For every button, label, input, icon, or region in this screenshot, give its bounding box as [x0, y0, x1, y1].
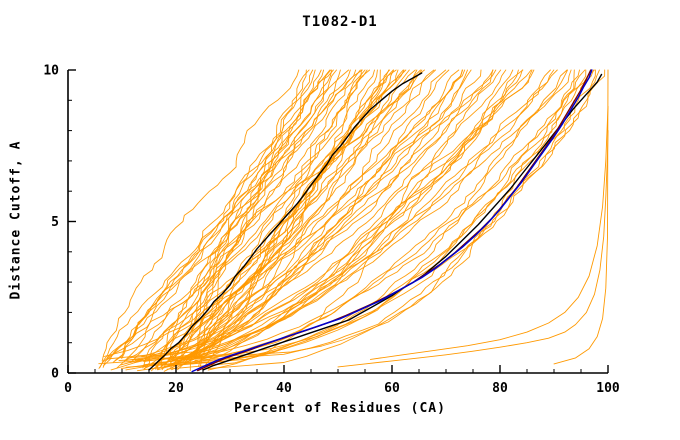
highlight-curves: [148, 69, 603, 373]
ensemble-curve: [205, 69, 378, 365]
ensemble-curve: [186, 69, 362, 360]
ensemble-curve: [177, 69, 435, 363]
ensemble-curve: [150, 69, 366, 372]
ensemble-curve: [195, 69, 381, 358]
ensemble-curve: [103, 69, 357, 367]
ensemble-curve: [157, 69, 447, 362]
x-tick-label: 100: [596, 381, 620, 396]
best-model-blue: [191, 69, 593, 373]
reference-darkred: [196, 69, 592, 372]
ensemble-curve: [189, 69, 316, 372]
ensemble-curve: [116, 69, 351, 369]
ensemble-curve: [163, 69, 425, 372]
ensemble-curve: [118, 69, 606, 361]
ensemble-curve: [152, 69, 580, 364]
ensemble-curve: [143, 69, 532, 366]
ensemble-curve: [170, 69, 482, 365]
ensemble-curve: [157, 69, 468, 371]
ensemble-curve: [136, 69, 523, 372]
ensemble-curve: [171, 69, 450, 371]
ensemble-curve: [110, 69, 464, 371]
x-tick-label: 40: [276, 381, 292, 396]
ensemble-curve: [165, 69, 524, 367]
y-tick-label: 10: [43, 64, 59, 79]
ensemble-curve: [124, 69, 418, 361]
x-tick-label: 60: [384, 381, 400, 396]
ensemble-outlier-2: [369, 105, 609, 360]
ensemble-curve: [98, 69, 397, 369]
ensemble-curves: [98, 69, 609, 372]
ensemble-curve: [160, 69, 575, 365]
x-tick-label: 0: [64, 381, 72, 396]
ensemble-curve: [162, 69, 436, 367]
model-1-black: [148, 72, 423, 371]
ensemble-curve: [130, 69, 371, 363]
y-tick-label: 5: [51, 215, 59, 230]
ensemble-curve: [125, 69, 519, 371]
ensemble-curve: [132, 69, 497, 364]
ensemble-curve: [106, 69, 555, 360]
ensemble-curve: [168, 69, 310, 368]
chart-title: T1082-D1: [302, 14, 378, 30]
y-tick-label: 0: [51, 367, 59, 382]
ensemble-curve: [183, 69, 460, 364]
ensemble-curve: [166, 69, 568, 370]
axes: 0 20 40 60 80 100 0 5 10: [43, 64, 620, 397]
ensemble-curve: [143, 69, 423, 370]
ensemble-curve: [99, 69, 334, 368]
ensemble-curve: [161, 69, 307, 371]
ensemble-outlier-1: [337, 130, 609, 368]
ensemble-curve: [141, 69, 472, 358]
ensemble-curve: [194, 69, 595, 361]
x-axis-label: Percent of Residues (CA): [234, 401, 446, 416]
x-tick-label: 80: [492, 381, 508, 396]
ensemble-curve: [102, 69, 363, 368]
x-tick-label: 20: [168, 381, 184, 396]
ensemble-curve: [177, 69, 421, 371]
ensemble-curve: [101, 69, 300, 362]
ensemble-curve: [142, 69, 368, 369]
ensemble-curve: [193, 69, 596, 359]
ensemble-outlier-3: [553, 69, 609, 365]
ensemble-curve: [170, 69, 332, 368]
ensemble-curve: [120, 69, 558, 369]
ensemble-curve: [121, 69, 325, 359]
